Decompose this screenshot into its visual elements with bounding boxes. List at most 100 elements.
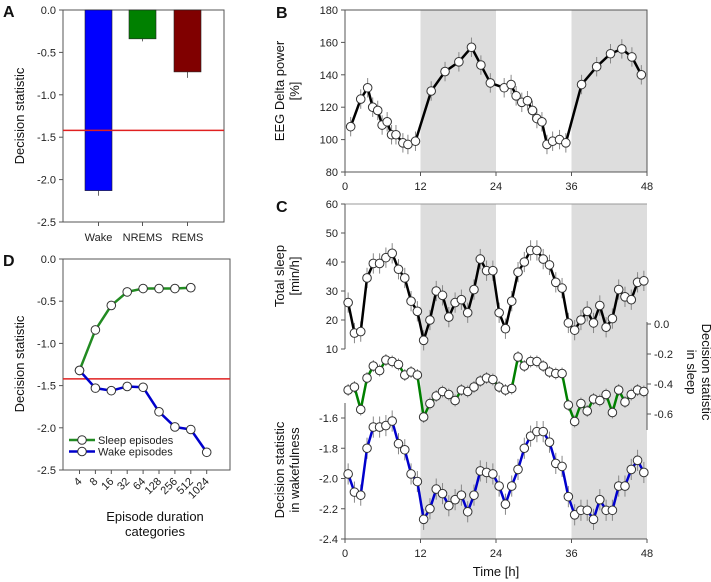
delta-power-point xyxy=(362,82,373,93)
delta-power-point xyxy=(391,129,401,140)
y-tick-label: -2.4 xyxy=(319,534,338,546)
y-axis-label-total-sleep: Total sleep xyxy=(272,245,287,307)
y-tick-label: 10 xyxy=(326,344,338,356)
wake-decision-point xyxy=(500,499,511,510)
y-tick-label: 100 xyxy=(320,135,338,147)
x-tick-label: 48 xyxy=(641,548,653,560)
delta-power-point xyxy=(355,94,366,104)
delta-power-point xyxy=(537,116,547,127)
wake-episodes-point xyxy=(138,382,148,393)
total-sleep-point xyxy=(595,300,605,311)
delta-power-point xyxy=(527,105,538,116)
delta-power-point xyxy=(591,61,602,72)
sleep-episodes-point xyxy=(138,283,148,294)
total-sleep-point xyxy=(412,306,423,317)
sleep-decision-point xyxy=(601,389,611,400)
sleep-decision-point xyxy=(576,398,586,409)
delta-power-point xyxy=(440,66,450,77)
sleep-decision-point xyxy=(506,383,517,394)
wake-decision-point xyxy=(632,455,643,466)
sleep-decision-point xyxy=(444,389,454,400)
x-tick-label: 0 xyxy=(342,548,348,560)
dark-phase-shading xyxy=(571,204,647,539)
x-tick-label: 24 xyxy=(490,548,502,560)
x-tick-label: 36 xyxy=(565,181,577,193)
y-axis-label: EEG Delta power xyxy=(272,40,287,141)
y-axis-label-wake-decision: in wakefulness xyxy=(287,427,302,513)
delta-power-point xyxy=(466,42,477,53)
wake-decision-point xyxy=(607,505,618,516)
x-tick-label: 0 xyxy=(342,181,348,193)
sleep-episodes-point xyxy=(90,325,101,335)
wake-decision-point xyxy=(595,494,605,505)
wake-decision-point xyxy=(563,491,574,502)
delta-power-point xyxy=(522,95,533,106)
panel-label-d: D xyxy=(3,253,15,270)
y-tick-label: 50 xyxy=(326,228,338,240)
y-tick-label: -1.5 xyxy=(37,132,56,144)
wake-episodes-point xyxy=(186,424,196,435)
delta-power-point xyxy=(627,52,637,62)
wake-decision-point xyxy=(557,461,567,472)
total-sleep-point xyxy=(513,267,523,277)
x-tick-label: 36 xyxy=(565,548,577,560)
delta-power-point xyxy=(636,70,647,80)
total-sleep-point xyxy=(626,294,637,305)
y-tick-label: 20 xyxy=(326,315,338,327)
y-tick-label: 0.0 xyxy=(41,5,56,17)
bar-wake xyxy=(84,9,113,191)
total-sleep-point xyxy=(538,254,548,264)
y-tick-label: -2.0 xyxy=(37,423,56,435)
legend-swatch-marker xyxy=(77,435,87,445)
sleep-decision-point xyxy=(557,368,567,379)
total-sleep-point xyxy=(506,296,517,306)
panel-label-a: A xyxy=(3,4,15,21)
wake-episodes-point xyxy=(122,381,132,392)
y-tick-label: -2.0 xyxy=(37,175,56,187)
y-tick-label: -1.8 xyxy=(319,443,338,455)
sleep-decision-point xyxy=(639,386,649,397)
total-sleep-point xyxy=(355,326,366,337)
total-sleep-point xyxy=(563,318,574,328)
sleep-decision-point xyxy=(569,416,580,427)
wake-decision-point xyxy=(494,481,504,491)
wake-decision-point xyxy=(588,514,599,525)
delta-power-point xyxy=(372,105,383,116)
sleep-decision-point xyxy=(374,365,385,376)
x-axis-label: categories xyxy=(125,524,185,539)
x-tick-label: 4 xyxy=(72,476,85,489)
wake-decision-point xyxy=(469,490,479,500)
y-tick-label: -1.5 xyxy=(37,381,56,393)
y-tick-label: -0.5 xyxy=(37,47,56,59)
sleep-episodes-point xyxy=(186,282,196,293)
delta-power-point xyxy=(561,138,571,148)
y-tick-label: 30 xyxy=(326,286,338,298)
y-tick-label: -0.5 xyxy=(37,296,56,308)
total-sleep-point xyxy=(569,325,580,335)
wake-episodes-point xyxy=(106,385,117,396)
legend-swatch-marker xyxy=(77,446,87,457)
sleep-decision-point xyxy=(425,398,435,409)
x-tick-label: NREMS xyxy=(123,232,163,244)
wake-decision-point xyxy=(519,443,530,454)
wake-decision-point xyxy=(444,500,454,511)
wake-decision-point xyxy=(387,416,397,426)
wake-decision-point xyxy=(425,503,435,514)
x-tick-label: 24 xyxy=(490,181,502,193)
x-tick-label: 48 xyxy=(641,181,653,193)
sleep-decision-point xyxy=(607,407,618,418)
sleep-decision-point xyxy=(393,359,404,370)
wake-decision-point xyxy=(462,506,473,517)
y-axis-label-sleep-decision: Decision statistic xyxy=(699,324,711,421)
wake-decision-point xyxy=(506,481,517,491)
y-tick-label: 180 xyxy=(320,5,338,17)
wake-episodes-point xyxy=(201,447,212,458)
wake-decision-point xyxy=(639,467,649,478)
wake-decision-point xyxy=(620,481,630,491)
total-sleep-point xyxy=(557,283,567,293)
total-sleep-point xyxy=(444,312,454,322)
y-tick-label: -2.0 xyxy=(319,474,338,486)
sleep-decision-point xyxy=(595,395,605,406)
sleep-episodes-point xyxy=(74,365,85,376)
delta-power-point xyxy=(506,79,516,90)
